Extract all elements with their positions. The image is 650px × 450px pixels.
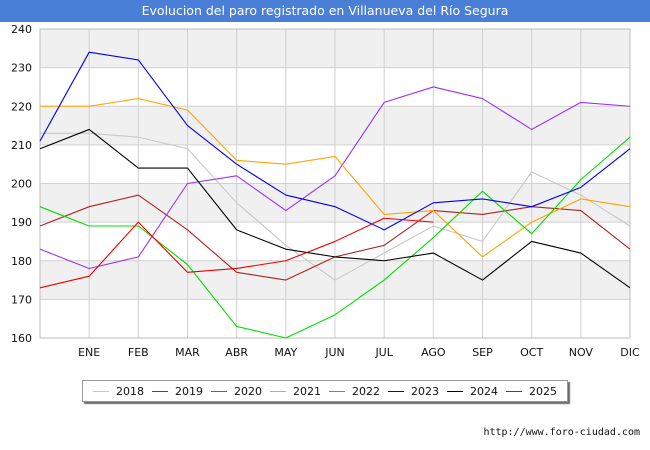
x-tick-label: JUL xyxy=(374,346,393,359)
y-tick-label: 200 xyxy=(11,178,32,191)
legend-swatch xyxy=(152,390,168,392)
legend-swatch xyxy=(329,390,345,392)
legend-item-2019: 2019 xyxy=(152,385,203,398)
x-tick-label: ABR xyxy=(225,346,248,359)
legend-item-2018: 2018 xyxy=(93,385,144,398)
legend-swatch xyxy=(506,390,522,392)
legend-swatch xyxy=(447,390,463,392)
legend-label: 2023 xyxy=(411,384,439,398)
x-tick-label: MAY xyxy=(274,346,297,359)
series-line-2024 xyxy=(39,128,631,289)
legend-swatch xyxy=(388,390,404,392)
y-tick-label: 210 xyxy=(11,139,32,152)
legend-swatch xyxy=(93,390,109,392)
chart-title: Evolucion del paro registrado en Villanu… xyxy=(0,0,650,22)
y-tick-label: 230 xyxy=(11,62,32,75)
legend-label: 2020 xyxy=(234,384,262,398)
legend-item-2025: 2025 xyxy=(506,385,557,398)
series-layer xyxy=(39,51,631,339)
x-axis-labels: ENE FEB MAR ABR MAY JUN JUL AGO SEP OCT NOV DIC xyxy=(78,346,640,359)
y-tick-label: 160 xyxy=(11,332,32,345)
legend-item-2024: 2024 xyxy=(447,385,498,398)
x-tick-label: OCT xyxy=(520,346,543,359)
y-axis-labels: 160 170 180 190 200 210 220 230 240 xyxy=(11,23,32,345)
legend-item-2022: 2022 xyxy=(329,385,380,398)
y-tick-label: 170 xyxy=(11,293,32,306)
legend-label: 2018 xyxy=(116,384,144,398)
y-tick-label: 180 xyxy=(11,255,32,268)
series-line-2023 xyxy=(39,51,631,231)
source-url: http://www.foro-ciudad.com xyxy=(483,427,640,438)
y-tick-label: 190 xyxy=(11,216,32,229)
y-tick-label: 220 xyxy=(11,100,32,113)
y-tick-label: 240 xyxy=(11,23,32,36)
x-tick-label: JUN xyxy=(324,346,345,359)
legend-swatch xyxy=(270,390,286,392)
plot-frame xyxy=(39,28,631,339)
x-tick-label: SEP xyxy=(472,346,493,359)
legend: 2018 2019 2020 2021 2022 2023 2024 2025 xyxy=(82,380,568,402)
legend-label: 2025 xyxy=(529,384,557,398)
x-tick-label: AGO xyxy=(421,346,446,359)
legend-item-2021: 2021 xyxy=(270,385,321,398)
legend-item-2023: 2023 xyxy=(388,385,439,398)
x-tick-label: ENE xyxy=(78,346,100,359)
series-line-2025 xyxy=(39,217,434,289)
legend-item-2020: 2020 xyxy=(211,385,262,398)
legend-label: 2022 xyxy=(352,384,380,398)
x-tick-label: MAR xyxy=(175,346,200,359)
legend-label: 2024 xyxy=(470,384,498,398)
series-line-2022 xyxy=(39,136,631,339)
series-line-2018 xyxy=(40,132,631,281)
x-tick-label: FEB xyxy=(128,346,149,359)
legend-label: 2021 xyxy=(293,384,321,398)
series-line-2020 xyxy=(39,86,631,270)
legend-label: 2019 xyxy=(175,384,203,398)
x-tick-label: NOV xyxy=(569,346,594,359)
series-line-2021 xyxy=(40,97,631,258)
x-tick-label: DIC xyxy=(620,346,640,359)
legend-swatch xyxy=(211,390,227,392)
